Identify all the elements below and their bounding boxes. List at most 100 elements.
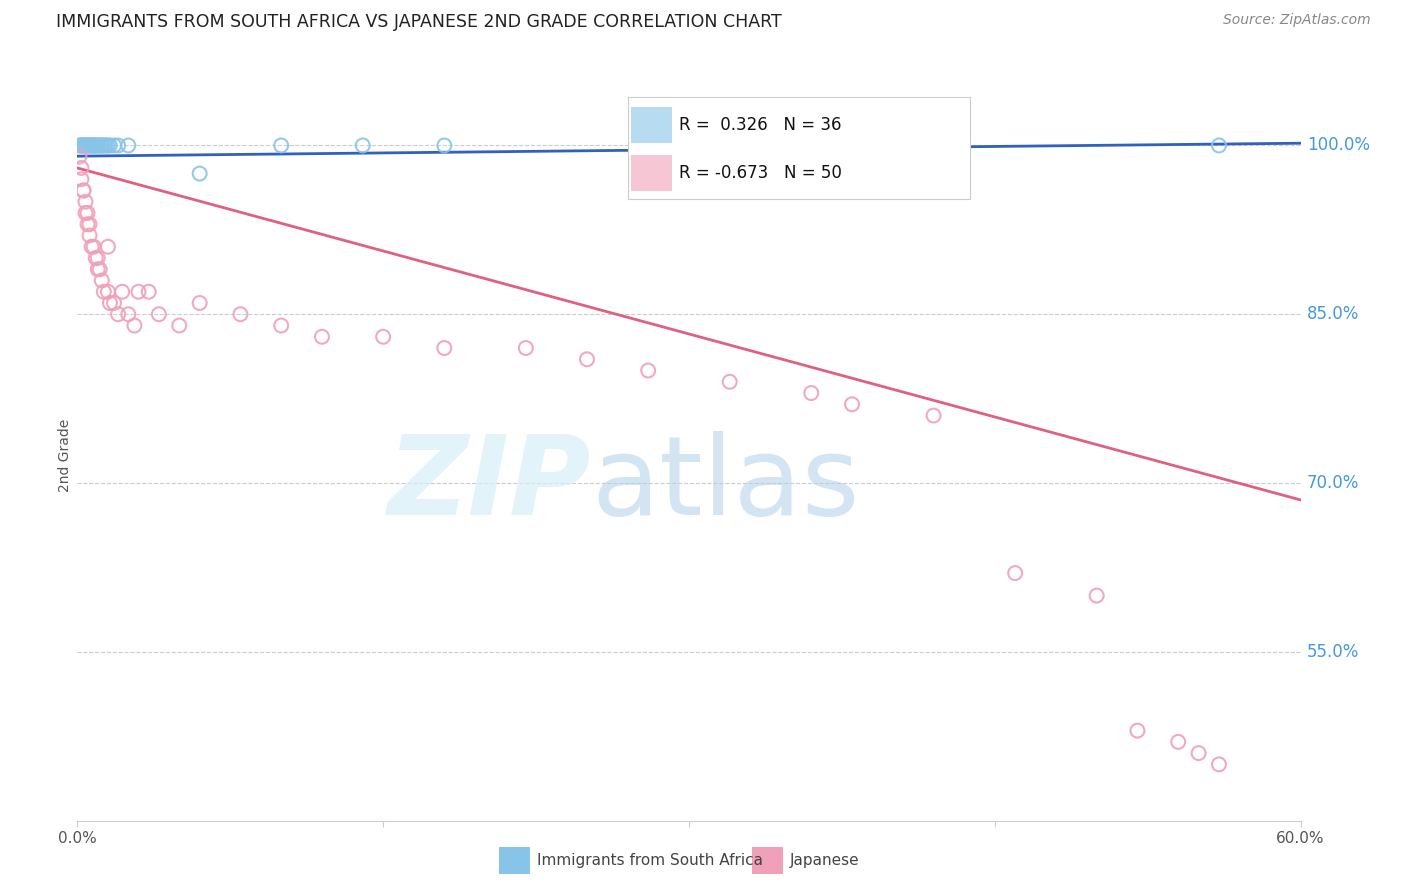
Point xyxy=(107,307,129,321)
Point xyxy=(75,138,97,153)
Point xyxy=(72,138,94,153)
Text: R = -0.673   N = 50: R = -0.673 N = 50 xyxy=(679,164,842,182)
Point xyxy=(148,307,170,321)
Point xyxy=(94,138,117,153)
Point xyxy=(80,138,103,153)
Point xyxy=(79,217,101,231)
Point xyxy=(1004,566,1026,580)
Point xyxy=(79,138,101,153)
Point xyxy=(576,352,599,367)
Point xyxy=(75,138,97,153)
Point xyxy=(70,138,93,153)
Point xyxy=(70,172,93,186)
Point xyxy=(107,138,129,153)
Point xyxy=(93,285,115,299)
Bar xyxy=(631,155,672,191)
Point xyxy=(1208,757,1230,772)
Point xyxy=(779,138,801,153)
Point xyxy=(84,138,107,153)
Point xyxy=(127,285,149,299)
Point xyxy=(70,161,93,175)
Point xyxy=(97,240,120,254)
Point xyxy=(1167,735,1189,749)
Point xyxy=(371,330,394,344)
Text: atlas: atlas xyxy=(591,431,859,538)
Point xyxy=(75,194,97,209)
Point xyxy=(97,138,120,153)
Point xyxy=(67,150,90,164)
Point xyxy=(83,138,105,153)
Text: 85.0%: 85.0% xyxy=(1306,305,1360,323)
Point xyxy=(270,138,292,153)
Point xyxy=(89,262,111,277)
Point xyxy=(311,330,333,344)
Point xyxy=(229,307,252,321)
Point xyxy=(89,138,111,153)
Point xyxy=(169,318,191,333)
Point xyxy=(678,138,700,153)
Text: IMMIGRANTS FROM SOUTH AFRICA VS JAPANESE 2ND GRADE CORRELATION CHART: IMMIGRANTS FROM SOUTH AFRICA VS JAPANESE… xyxy=(56,13,782,31)
Point xyxy=(80,240,103,254)
Text: 100.0%: 100.0% xyxy=(1306,136,1369,154)
Point xyxy=(90,138,112,153)
Point xyxy=(79,138,101,153)
Point xyxy=(270,318,292,333)
Point xyxy=(75,206,97,220)
Point xyxy=(841,397,863,411)
Point xyxy=(718,375,741,389)
Point xyxy=(87,138,110,153)
Point xyxy=(637,363,659,377)
Point xyxy=(84,138,107,153)
Point xyxy=(117,307,139,321)
Point xyxy=(98,296,121,310)
Point xyxy=(90,273,112,287)
Point xyxy=(76,217,98,231)
Point xyxy=(84,251,107,265)
Point xyxy=(1126,723,1149,738)
Point xyxy=(1085,589,1108,603)
Point xyxy=(800,386,823,401)
Point xyxy=(67,138,90,153)
Y-axis label: 2nd Grade: 2nd Grade xyxy=(58,418,72,491)
Point xyxy=(117,138,139,153)
Point xyxy=(188,296,211,310)
Bar xyxy=(631,107,672,143)
Text: 70.0%: 70.0% xyxy=(1306,474,1360,492)
Point xyxy=(80,138,103,153)
Text: Japanese: Japanese xyxy=(790,854,860,868)
Point xyxy=(103,138,125,153)
Point xyxy=(87,251,110,265)
Point xyxy=(433,341,456,355)
Point xyxy=(70,138,93,153)
Point xyxy=(83,138,105,153)
Point xyxy=(515,341,537,355)
Point xyxy=(352,138,374,153)
Point xyxy=(79,228,101,243)
Point xyxy=(76,138,98,153)
Point xyxy=(1208,138,1230,153)
Point xyxy=(83,240,105,254)
Text: ZIP: ZIP xyxy=(388,431,591,538)
Point xyxy=(90,138,112,153)
Point xyxy=(87,262,110,277)
Point xyxy=(87,138,110,153)
Point xyxy=(124,318,146,333)
Point xyxy=(93,138,115,153)
Point xyxy=(138,285,160,299)
Point xyxy=(97,285,120,299)
Point xyxy=(98,138,121,153)
Point xyxy=(72,184,94,198)
Point xyxy=(72,184,94,198)
Text: 55.0%: 55.0% xyxy=(1306,643,1360,661)
Point xyxy=(103,296,125,310)
Text: R =  0.326   N = 36: R = 0.326 N = 36 xyxy=(679,116,842,134)
Point xyxy=(188,167,211,181)
Point xyxy=(76,206,98,220)
Point xyxy=(76,138,98,153)
Point xyxy=(111,285,134,299)
Point xyxy=(433,138,456,153)
Point xyxy=(1187,746,1209,760)
Point xyxy=(72,138,94,153)
Text: Immigrants from South Africa: Immigrants from South Africa xyxy=(537,854,763,868)
Point xyxy=(922,409,945,423)
